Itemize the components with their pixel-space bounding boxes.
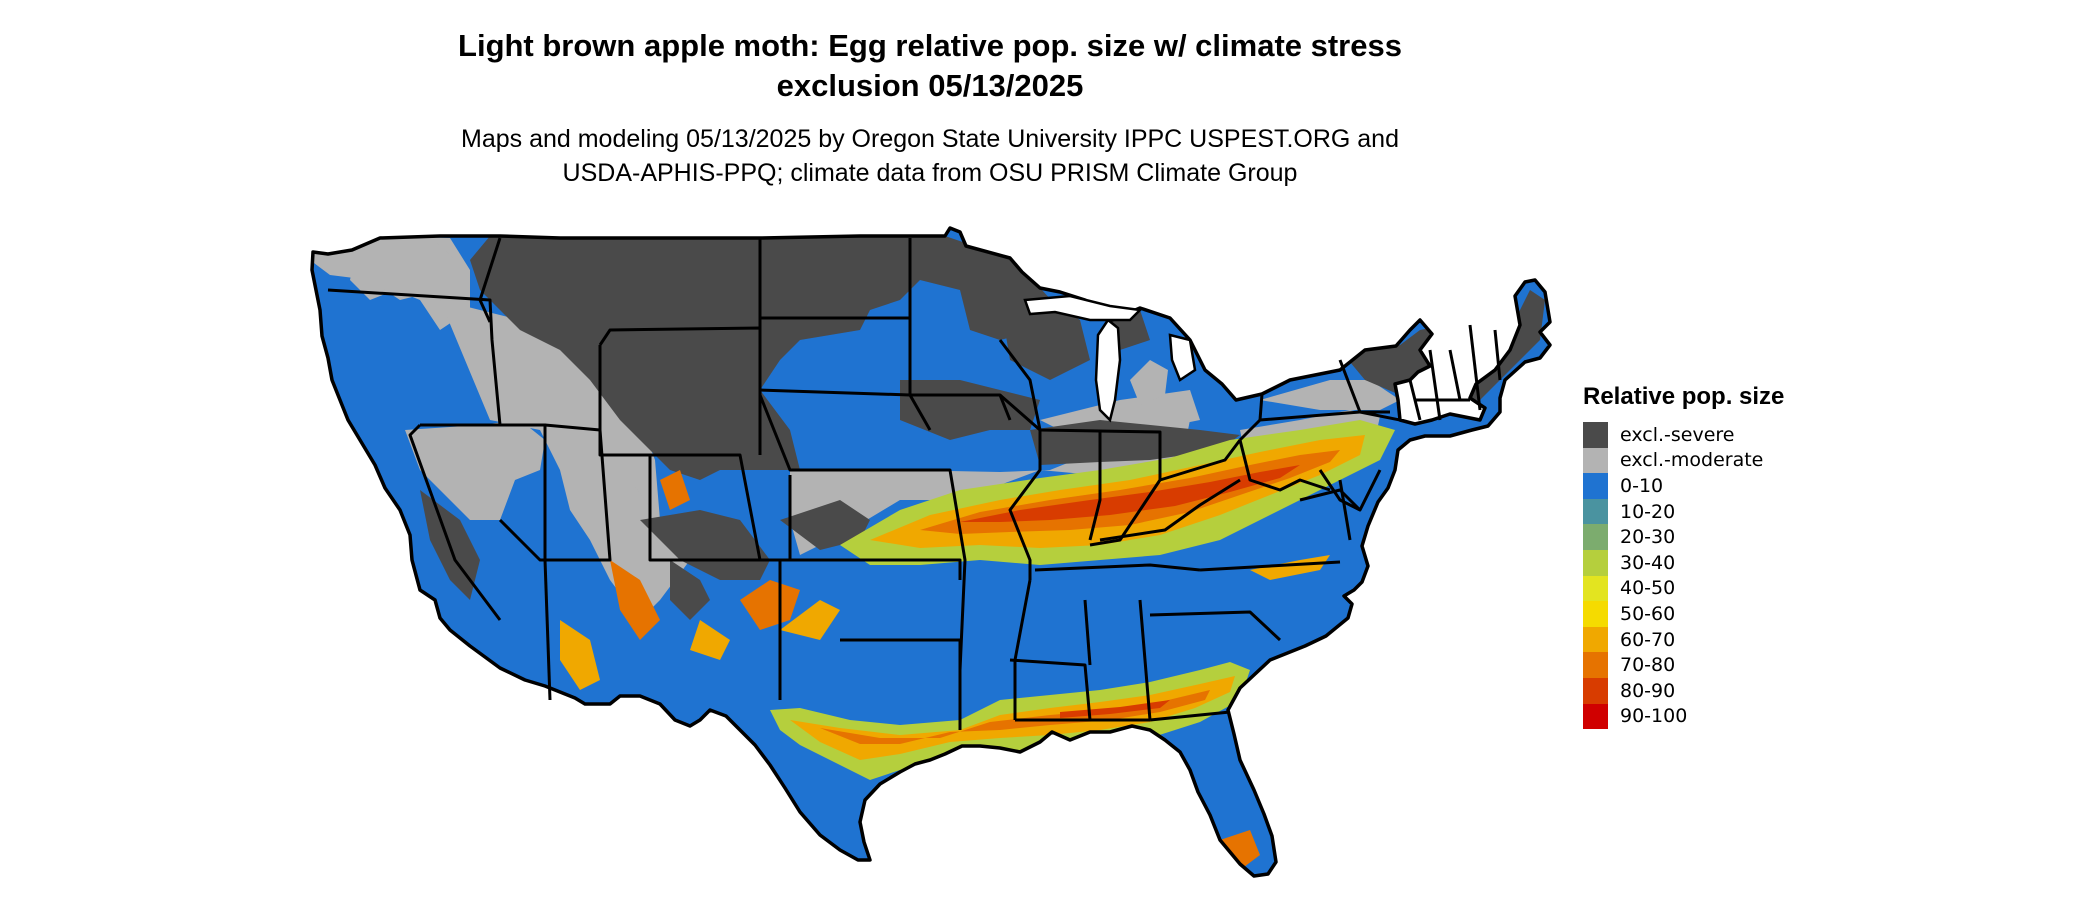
legend-label: 50-60 — [1620, 602, 1676, 625]
map-subtitle-line-2: USDA-APHIS-PPQ; climate data from OSU PR… — [562, 159, 1298, 187]
us-map — [310, 226, 1552, 878]
legend-label: 30-40 — [1620, 551, 1676, 574]
legend-item: 50-60 — [1583, 601, 1883, 627]
legend-label: 70-80 — [1620, 654, 1676, 677]
legend-label: excl.-severe — [1620, 423, 1735, 446]
legend-label: 10-20 — [1620, 500, 1676, 523]
legend-item: 0-10 — [1583, 473, 1883, 499]
map-subtitle-line-1: Maps and modeling 05/13/2025 by Oregon S… — [461, 125, 1399, 153]
legend-swatch — [1583, 652, 1608, 678]
legend-swatch — [1583, 524, 1608, 550]
legend-label: 0-10 — [1620, 474, 1664, 497]
legend-item: 10-20 — [1583, 498, 1883, 525]
legend-item: excl.-severe — [1583, 422, 1883, 448]
legend-swatch — [1583, 422, 1608, 448]
map-subtitle: Maps and modeling 05/13/2025 by Oregon S… — [380, 122, 1480, 190]
legend-item: 60-70 — [1583, 626, 1883, 653]
map-title: Light brown apple moth: Egg relative pop… — [380, 26, 1480, 106]
legend-swatch — [1583, 601, 1608, 627]
legend-swatch — [1583, 549, 1608, 576]
legend-swatch — [1583, 703, 1608, 730]
legend-item: 80-90 — [1583, 677, 1883, 704]
map-title-line-2: exclusion 05/13/2025 — [776, 68, 1084, 103]
legend-item: excl.-moderate — [1583, 447, 1883, 474]
legend-item: 70-80 — [1583, 652, 1883, 678]
map-title-line-1: Light brown apple moth: Egg relative pop… — [458, 28, 1402, 63]
legend-label: 90-100 — [1620, 705, 1688, 728]
legend-swatch — [1583, 498, 1608, 525]
legend-label: 40-50 — [1620, 577, 1676, 600]
legend-item: 20-30 — [1583, 524, 1883, 550]
legend-swatch — [1583, 626, 1608, 653]
legend-title: Relative pop. size — [1583, 383, 1785, 410]
legend-label: 60-70 — [1620, 628, 1676, 651]
legend-swatch — [1583, 575, 1608, 602]
legend-item: 40-50 — [1583, 575, 1883, 602]
legend-items: excl.-severe excl.-moderate 0-10 10-20 20-30… — [1583, 422, 1883, 730]
legend-swatch — [1583, 447, 1608, 474]
legend: Relative pop. size excl.-severe excl.-mod… — [1583, 382, 1883, 730]
legend-label: 80-90 — [1620, 679, 1676, 702]
legend-label: 20-30 — [1620, 526, 1676, 549]
legend-item: 90-100 — [1583, 703, 1883, 730]
legend-item: 30-40 — [1583, 549, 1883, 576]
legend-swatch — [1583, 677, 1608, 704]
legend-swatch — [1583, 473, 1608, 499]
legend-label: excl.-moderate — [1620, 449, 1764, 472]
